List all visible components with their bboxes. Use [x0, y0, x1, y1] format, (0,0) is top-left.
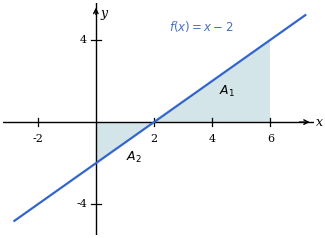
Text: y: y [100, 7, 107, 20]
Text: $A_2$: $A_2$ [126, 150, 142, 165]
Text: 4: 4 [80, 35, 87, 45]
Text: x: x [316, 116, 322, 129]
Text: $A_1$: $A_1$ [219, 84, 235, 99]
Polygon shape [96, 122, 154, 163]
Text: 6: 6 [267, 134, 274, 144]
Polygon shape [154, 40, 270, 122]
Text: 2: 2 [150, 134, 158, 144]
Text: $f(x) = x - 2$: $f(x) = x - 2$ [169, 19, 233, 34]
Text: -2: -2 [32, 134, 43, 144]
Text: 4: 4 [209, 134, 216, 144]
Text: -4: -4 [76, 199, 87, 209]
